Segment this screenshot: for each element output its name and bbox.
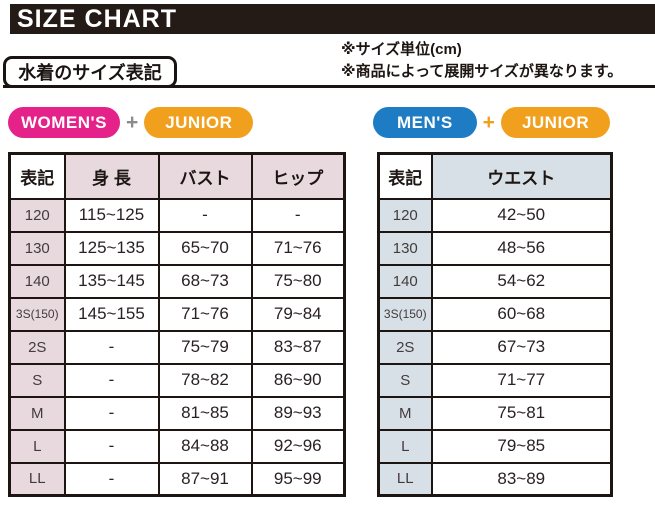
waist-value: 48~56 <box>430 230 613 266</box>
size-label: M <box>8 395 66 431</box>
size-label: 120 <box>377 197 433 233</box>
column-header-height: 身 長 <box>63 152 160 200</box>
table-row: 120 42~50 <box>377 197 613 233</box>
table-row: S - 78~82 86~90 <box>8 362 346 398</box>
size-label: 140 <box>8 263 66 299</box>
mens-badge: MEN'S <box>373 107 477 138</box>
table-row: LL 83~89 <box>377 461 613 497</box>
hip-value: 95~99 <box>250 461 346 497</box>
column-header-bust: バスト <box>157 152 253 200</box>
hip-value: 86~90 <box>250 362 346 398</box>
table-row: S 71~77 <box>377 362 613 398</box>
table-row: M - 81~85 89~93 <box>8 395 346 431</box>
womens-badge: WOMEN'S <box>8 107 120 138</box>
waist-value: 67~73 <box>430 329 613 365</box>
column-header-size: 表記 <box>8 152 66 200</box>
height-value: - <box>63 362 160 398</box>
note-unit: ※サイズ単位(cm) <box>341 41 462 58</box>
mens-badge-group: MEN'S + JUNIOR <box>373 107 611 138</box>
column-header-waist: ウエスト <box>430 152 613 200</box>
size-label: 130 <box>8 230 66 266</box>
height-value: - <box>63 329 160 365</box>
size-label: LL <box>8 461 66 497</box>
table-header-row: 表記 身 長 バスト ヒップ <box>8 152 346 200</box>
waist-value: 42~50 <box>430 197 613 233</box>
size-label: L <box>377 428 433 464</box>
table-row: M 75~81 <box>377 395 613 431</box>
size-label: 2S <box>8 329 66 365</box>
bust-value: 75~79 <box>157 329 253 365</box>
page-title: SIZE CHART <box>17 4 177 33</box>
column-header-size: 表記 <box>377 152 433 200</box>
hip-value: 92~96 <box>250 428 346 464</box>
height-value: 125~135 <box>63 230 160 266</box>
table-row: 2S 67~73 <box>377 329 613 365</box>
bust-value: 68~73 <box>157 263 253 299</box>
bust-value: - <box>157 197 253 233</box>
womens-badge-group: WOMEN'S + JUNIOR <box>8 107 254 138</box>
section-label: 水着のサイズ表記 <box>3 56 177 88</box>
bust-value: 87~91 <box>157 461 253 497</box>
plus-sign: + <box>482 111 495 134</box>
hip-value: 79~84 <box>250 296 346 332</box>
table-row: L - 84~88 92~96 <box>8 428 346 464</box>
size-label: S <box>8 362 66 398</box>
table-header-row: 表記 ウエスト <box>377 152 613 200</box>
table-row: 130 125~135 65~70 71~76 <box>8 230 346 266</box>
size-label: L <box>8 428 66 464</box>
bust-value: 81~85 <box>157 395 253 431</box>
waist-value: 75~81 <box>430 395 613 431</box>
table-row: 140 54~62 <box>377 263 613 299</box>
height-value: - <box>63 395 160 431</box>
hip-value: 83~87 <box>250 329 346 365</box>
junior-badge: JUNIOR <box>500 107 611 138</box>
mens-size-table: 表記 ウエスト 120 42~50 130 48~56 140 54~62 3S… <box>377 152 613 497</box>
table-row: 3S(150) 145~155 71~76 79~84 <box>8 296 346 332</box>
hip-value: 71~76 <box>250 230 346 266</box>
junior-badge: JUNIOR <box>144 107 254 138</box>
table-row: 3S(150) 60~68 <box>377 296 613 332</box>
bust-value: 71~76 <box>157 296 253 332</box>
table-row: LL - 87~91 95~99 <box>8 461 346 497</box>
title-bar: SIZE CHART <box>10 4 655 34</box>
height-value: - <box>63 461 160 497</box>
table-row: 140 135~145 68~73 75~80 <box>8 263 346 299</box>
table-row: 2S - 75~79 83~87 <box>8 329 346 365</box>
size-label: 3S(150) <box>377 296 433 332</box>
size-label: 3S(150) <box>8 296 66 332</box>
height-value: - <box>63 428 160 464</box>
waist-value: 60~68 <box>430 296 613 332</box>
waist-value: 54~62 <box>430 263 613 299</box>
womens-size-table: 表記 身 長 バスト ヒップ 120 115~125 - - 130 125~1… <box>8 152 346 497</box>
height-value: 115~125 <box>63 197 160 233</box>
height-value: 135~145 <box>63 263 160 299</box>
table-row: 130 48~56 <box>377 230 613 266</box>
bust-value: 65~70 <box>157 230 253 266</box>
table-row: 120 115~125 - - <box>8 197 346 233</box>
section-divider-line <box>3 85 655 88</box>
waist-value: 71~77 <box>430 362 613 398</box>
hip-value: 75~80 <box>250 263 346 299</box>
plus-sign: + <box>125 111 139 134</box>
size-label: 140 <box>377 263 433 299</box>
size-label: S <box>377 362 433 398</box>
column-header-hip: ヒップ <box>250 152 346 200</box>
waist-value: 83~89 <box>430 461 613 497</box>
size-label: 2S <box>377 329 433 365</box>
height-value: 145~155 <box>63 296 160 332</box>
table-row: L 79~85 <box>377 428 613 464</box>
size-label: 130 <box>377 230 433 266</box>
size-label: LL <box>377 461 433 497</box>
hip-value: 89~93 <box>250 395 346 431</box>
size-notes: ※サイズ単位(cm) ※商品によって展開サイズが異なります。 <box>341 39 622 83</box>
hip-value: - <box>250 197 346 233</box>
size-label: 120 <box>8 197 66 233</box>
note-availability: ※商品によって展開サイズが異なります。 <box>341 62 623 80</box>
waist-value: 79~85 <box>430 428 613 464</box>
size-label: M <box>377 395 433 431</box>
bust-value: 78~82 <box>157 362 253 398</box>
bust-value: 84~88 <box>157 428 253 464</box>
